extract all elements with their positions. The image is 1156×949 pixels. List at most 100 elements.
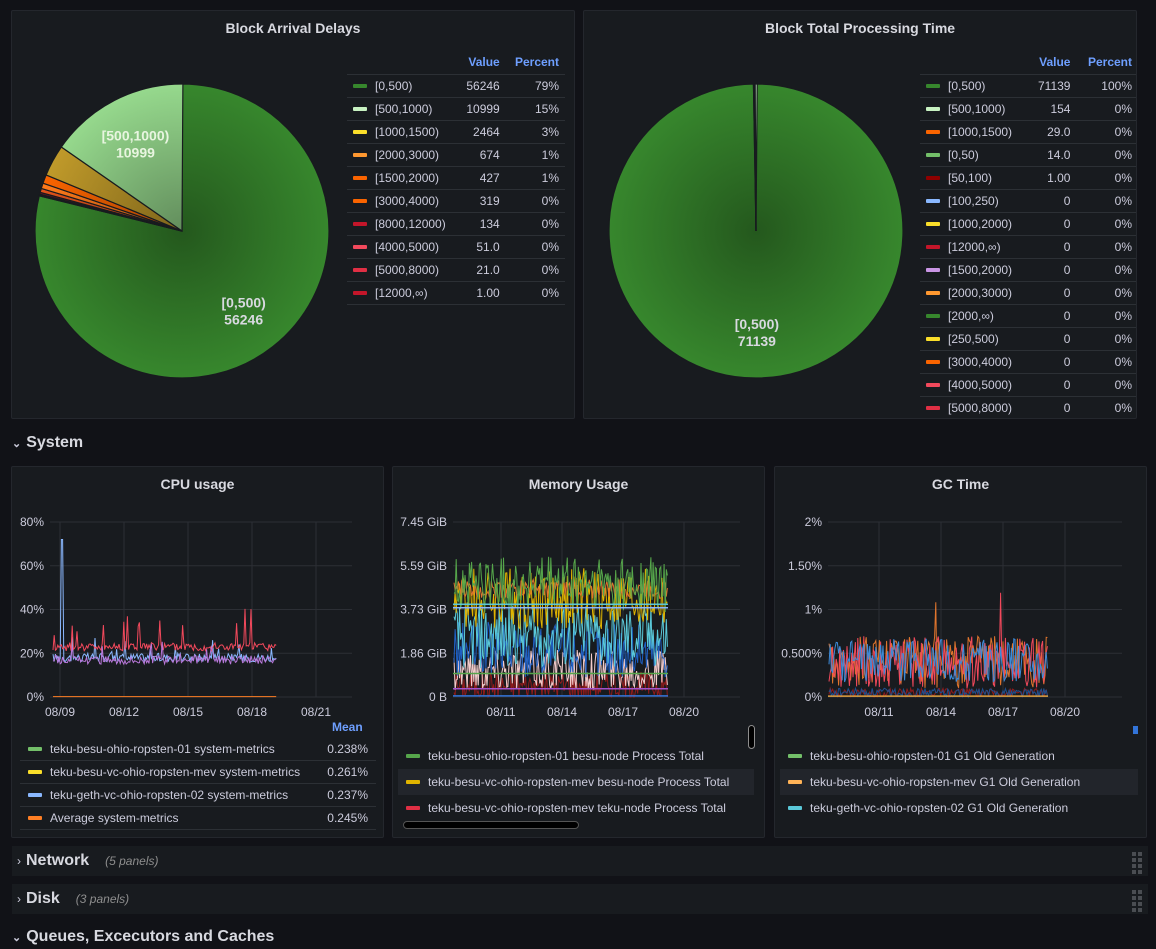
panel-title[interactable]: CPU usage bbox=[160, 476, 235, 492]
series-color-swatch[interactable] bbox=[353, 176, 367, 181]
legend-percent: 0% bbox=[1076, 143, 1136, 167]
legend-scrollbar-horizontal[interactable] bbox=[403, 821, 579, 829]
legend-row[interactable]: [0,500) 71139 100% bbox=[920, 74, 1136, 98]
series-color-swatch[interactable] bbox=[353, 268, 367, 273]
series-color-swatch[interactable] bbox=[926, 222, 940, 227]
legend-row[interactable]: [500,1000) 10999 15% bbox=[347, 97, 565, 121]
series-color-swatch[interactable] bbox=[926, 130, 940, 135]
panel-title[interactable]: Block Total Processing Time bbox=[764, 20, 956, 36]
legend-row[interactable]: [12000,∞) 0 0% bbox=[920, 235, 1136, 259]
legend-row[interactable]: [2000,3000) 674 1% bbox=[347, 143, 565, 167]
series-color-swatch[interactable] bbox=[926, 360, 940, 365]
series-color-swatch[interactable] bbox=[353, 153, 367, 158]
col-value[interactable]: Value bbox=[1027, 51, 1077, 75]
timeseries-memory[interactable]: 0 B 1.86 GiB 3.73 GiB 5.59 GiB 7.45 GiB 08/11… bbox=[393, 507, 753, 762]
col-value[interactable]: Value bbox=[457, 51, 506, 75]
legend-row[interactable]: [12000,∞) 1.00 0% bbox=[347, 281, 565, 305]
legend-row[interactable]: [4000,5000) 0 0% bbox=[920, 373, 1136, 397]
row-system[interactable]: ⌄ System bbox=[12, 433, 83, 453]
series-color-swatch[interactable] bbox=[788, 780, 802, 784]
legend-percent: 100% bbox=[1076, 74, 1136, 98]
series-color-swatch[interactable] bbox=[353, 107, 367, 112]
series-color-swatch[interactable] bbox=[353, 84, 367, 89]
legend-row[interactable]: [5000,8000) 0 0% bbox=[920, 396, 1136, 418]
series-color-swatch[interactable] bbox=[926, 406, 940, 411]
series-color-swatch[interactable] bbox=[926, 314, 940, 319]
legend-item[interactable]: teku-besu-ohio-ropsten-01 G1 Old Generat… bbox=[780, 743, 1138, 769]
series-color-swatch[interactable] bbox=[406, 754, 420, 758]
series-color-swatch[interactable] bbox=[926, 383, 940, 388]
legend-item[interactable]: teku-besu-vc-ohio-ropsten-mev G1 Old Gen… bbox=[780, 769, 1138, 795]
legend-mean: 0.261% bbox=[327, 765, 368, 779]
legend-item[interactable]: teku-besu-vc-ohio-ropsten-mev system-met… bbox=[20, 761, 376, 784]
legend-item[interactable]: teku-geth-vc-ohio-ropsten-02 system-metr… bbox=[20, 784, 376, 807]
legend-row[interactable]: [50,100) 1.00 0% bbox=[920, 166, 1136, 190]
series-color-swatch[interactable] bbox=[353, 130, 367, 135]
series-color-swatch[interactable] bbox=[926, 199, 940, 204]
timeseries-gc[interactable]: 0% 0.500% 1% 1.50% 2% 08/11 08/14 08/17 08/20 bbox=[775, 507, 1135, 762]
legend-item[interactable]: teku-geth-vc-ohio-ropsten-02 G1 Old Gene… bbox=[780, 795, 1138, 821]
series-color-swatch[interactable] bbox=[353, 291, 367, 296]
legend-item[interactable]: Average system-metrics 0.245% bbox=[20, 807, 376, 830]
series-color-swatch[interactable] bbox=[926, 153, 940, 158]
legend-row[interactable]: [250,500) 0 0% bbox=[920, 327, 1136, 351]
legend-row[interactable]: [3000,4000) 319 0% bbox=[347, 189, 565, 213]
legend-row[interactable]: [1500,2000) 0 0% bbox=[920, 258, 1136, 282]
legend-row[interactable]: [0,500) 56246 79% bbox=[347, 74, 565, 98]
series-color-swatch[interactable] bbox=[28, 816, 42, 820]
row-disk[interactable]: › Disk (3 panels) bbox=[12, 884, 1148, 914]
panel-title[interactable]: Block Arrival Delays bbox=[225, 20, 361, 36]
series-color-swatch[interactable] bbox=[28, 770, 42, 774]
series-color-swatch[interactable] bbox=[926, 176, 940, 181]
legend-row[interactable]: [3000,4000) 0 0% bbox=[920, 350, 1136, 374]
legend-row[interactable]: [1000,1500) 29.0 0% bbox=[920, 120, 1136, 144]
legend-row[interactable]: [100,250) 0 0% bbox=[920, 189, 1136, 213]
pie-label-name: [500,1000) bbox=[102, 128, 170, 144]
panel-title[interactable]: Memory Usage bbox=[528, 476, 629, 492]
series-color-swatch[interactable] bbox=[353, 222, 367, 227]
legend-row[interactable]: [5000,8000) 21.0 0% bbox=[347, 258, 565, 282]
pie-slice[interactable] bbox=[60, 83, 184, 233]
series-color-swatch[interactable] bbox=[788, 806, 802, 810]
series-color-swatch[interactable] bbox=[28, 747, 42, 751]
legend-item[interactable]: teku-besu-vc-ohio-ropsten-mev teku-node … bbox=[398, 795, 754, 821]
series-color-swatch[interactable] bbox=[926, 107, 940, 112]
series-color-swatch[interactable] bbox=[926, 84, 940, 89]
legend-scrollbar-vertical[interactable] bbox=[748, 725, 755, 749]
legend-row[interactable]: [2000,3000) 0 0% bbox=[920, 281, 1136, 305]
legend-item[interactable]: teku-besu-vc-ohio-ropsten-mev besu-node … bbox=[398, 769, 754, 795]
series-color-swatch[interactable] bbox=[406, 806, 420, 810]
row-network[interactable]: › Network (5 panels) bbox=[12, 846, 1148, 876]
legend-item[interactable]: teku-besu-ohio-ropsten-01 system-metrics… bbox=[20, 738, 376, 761]
series-color-swatch[interactable] bbox=[28, 793, 42, 797]
legend-item[interactable]: teku-besu-ohio-ropsten-01 besu-node Proc… bbox=[398, 743, 754, 769]
legend-row[interactable]: [1000,1500) 2464 3% bbox=[347, 120, 565, 144]
drag-handle-icon[interactable] bbox=[1132, 890, 1142, 912]
legend-row[interactable]: [4000,5000) 51.0 0% bbox=[347, 235, 565, 259]
series-color-swatch[interactable] bbox=[926, 291, 940, 296]
series-color-swatch[interactable] bbox=[926, 337, 940, 342]
row-queues[interactable]: ⌄ Queues, Excecutors and Caches bbox=[12, 927, 274, 947]
legend-label-cell: [500,1000) bbox=[920, 97, 1028, 121]
series-color-swatch[interactable] bbox=[926, 268, 940, 273]
panel-title[interactable]: GC Time bbox=[931, 476, 990, 492]
legend-row[interactable]: [0,50) 14.0 0% bbox=[920, 143, 1136, 167]
legend-row[interactable]: [1000,2000) 0 0% bbox=[920, 212, 1136, 236]
legend-mean-header[interactable]: Mean bbox=[332, 720, 363, 734]
series-color-swatch[interactable] bbox=[926, 245, 940, 250]
series-color-swatch[interactable] bbox=[406, 780, 420, 784]
legend-row[interactable]: [2000,∞) 0 0% bbox=[920, 304, 1136, 328]
series-color-swatch[interactable] bbox=[353, 245, 367, 250]
pie-slice[interactable] bbox=[754, 83, 758, 232]
series-color-swatch[interactable] bbox=[788, 754, 802, 758]
legend-row[interactable]: [500,1000) 154 0% bbox=[920, 97, 1136, 121]
legend-row[interactable]: [8000,12000) 134 0% bbox=[347, 212, 565, 236]
drag-handle-icon[interactable] bbox=[1132, 852, 1142, 874]
series-color-swatch[interactable] bbox=[353, 199, 367, 204]
timeseries-cpu[interactable]: 0% 20% 40% 60% 80% 08/09 08/12 08/15 08/18 08/21 bbox=[12, 507, 372, 762]
legend-label: [2000,3000) bbox=[948, 285, 1013, 300]
col-percent[interactable]: Percent bbox=[505, 51, 565, 75]
col-percent[interactable]: Percent bbox=[1076, 51, 1136, 75]
legend-row[interactable]: [1500,2000) 427 1% bbox=[347, 166, 565, 190]
x-tick-label: 08/11 bbox=[864, 705, 893, 719]
